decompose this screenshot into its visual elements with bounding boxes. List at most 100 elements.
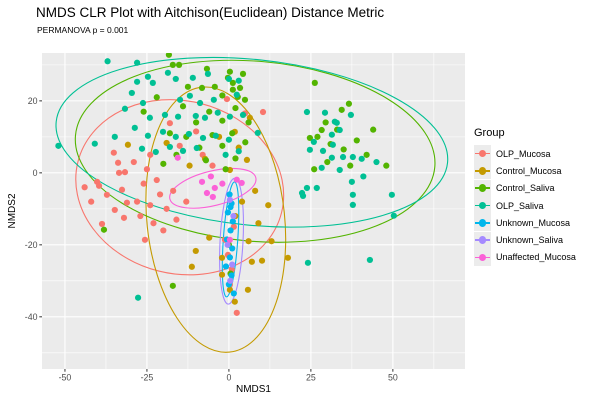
data-point xyxy=(133,78,141,85)
x-tick-label: -25 xyxy=(141,373,154,383)
data-point xyxy=(258,257,266,264)
data-point xyxy=(328,154,335,161)
data-point xyxy=(159,128,167,135)
data-point xyxy=(111,133,118,140)
data-point xyxy=(229,79,236,86)
data-point xyxy=(198,84,206,92)
data-point xyxy=(198,178,206,185)
data-point xyxy=(248,258,255,265)
data-point xyxy=(230,212,237,220)
data-point xyxy=(319,147,327,154)
data-point xyxy=(183,198,190,205)
data-point xyxy=(133,198,141,205)
data-point xyxy=(110,149,117,156)
data-point xyxy=(225,136,233,143)
data-point xyxy=(114,159,122,166)
data-point xyxy=(55,142,62,149)
data-point xyxy=(239,111,247,119)
data-point xyxy=(172,75,179,83)
data-point xyxy=(222,151,229,158)
data-point xyxy=(370,126,377,133)
data-point xyxy=(196,99,204,107)
legend-item-label: OLP_Saliva xyxy=(496,200,544,211)
data-point xyxy=(226,113,233,120)
data-point xyxy=(226,254,233,261)
data-point xyxy=(115,169,123,176)
data-point xyxy=(131,124,138,131)
legend-item-label: Control_Mucosa xyxy=(496,165,562,176)
data-point xyxy=(303,108,311,116)
chart-title: NMDS CLR Plot with Aitchison(Euclidean) … xyxy=(36,5,385,20)
data-layer xyxy=(55,53,449,353)
data-point xyxy=(166,120,173,127)
data-point xyxy=(349,191,356,198)
data-point xyxy=(299,192,307,199)
legend-key-icon xyxy=(474,231,491,249)
data-point xyxy=(118,186,126,193)
data-point xyxy=(224,209,232,216)
data-point xyxy=(176,142,183,149)
data-point xyxy=(193,144,200,152)
data-point xyxy=(245,238,252,245)
data-point xyxy=(199,134,207,142)
legend-item-OLP_Mucosa: OLP_Mucosa xyxy=(474,145,576,163)
data-point xyxy=(188,263,195,270)
legend-item-label: Unknown_Saliva xyxy=(496,235,564,246)
data-point xyxy=(211,83,218,90)
data-point xyxy=(175,61,183,68)
data-point xyxy=(228,272,235,279)
data-point xyxy=(314,133,321,140)
x-tick-label: 25 xyxy=(306,373,316,383)
data-point xyxy=(322,119,329,126)
data-point xyxy=(210,96,217,103)
legend-title: Group xyxy=(474,127,505,139)
data-point xyxy=(189,74,196,81)
data-point xyxy=(219,117,226,124)
data-point xyxy=(184,83,192,90)
data-point xyxy=(121,105,129,112)
data-point xyxy=(310,138,317,145)
legend-item-label: Unknown_Mucosa xyxy=(496,217,571,228)
data-point xyxy=(268,238,275,245)
data-point xyxy=(243,156,251,163)
data-point xyxy=(383,162,390,169)
confidence-ellipse-Unaffected_Mucosa xyxy=(169,167,257,209)
data-point xyxy=(203,189,211,197)
legend-item-Control_Mucosa: Control_Mucosa xyxy=(474,162,576,180)
legend-key-dot xyxy=(478,184,487,193)
data-point xyxy=(306,134,313,142)
data-point xyxy=(153,94,160,101)
legend-key-icon xyxy=(474,179,491,197)
data-point xyxy=(227,277,234,284)
data-point xyxy=(388,191,395,198)
data-point xyxy=(186,92,193,99)
legend-item-Control_Saliva: Control_Saliva xyxy=(474,179,576,197)
data-point xyxy=(226,286,233,293)
data-point xyxy=(232,104,239,112)
legend-item-Unknown_Saliva: Unknown_Saliva xyxy=(474,231,576,249)
data-point xyxy=(201,114,209,121)
legend-item-Unaffected_Mucosa: Unaffected_Mucosa xyxy=(474,248,576,266)
chart-subtitle: PERMANOVA p = 0.001 xyxy=(37,25,129,35)
data-point xyxy=(169,282,176,289)
legend-key-dot xyxy=(478,149,487,158)
data-point xyxy=(147,202,154,209)
data-point xyxy=(147,151,154,158)
data-point xyxy=(233,176,240,183)
data-point xyxy=(81,184,88,191)
data-point xyxy=(152,148,159,156)
data-point xyxy=(304,259,312,266)
data-point xyxy=(303,184,311,192)
legend-items: OLP_Mucosa Control_Mucosa Control_Saliva OL… xyxy=(474,145,576,266)
data-point xyxy=(206,234,213,241)
legend-item-OLP_Saliva: OLP_Saliva xyxy=(474,197,576,215)
data-point xyxy=(229,218,236,225)
legend-key-dot xyxy=(478,167,487,175)
y-axis-title: NMDS2 xyxy=(7,193,18,228)
data-point xyxy=(225,75,233,83)
data-point xyxy=(363,151,370,158)
data-point xyxy=(340,146,347,153)
data-point xyxy=(165,53,172,58)
data-point xyxy=(313,184,320,192)
data-point xyxy=(104,58,111,65)
